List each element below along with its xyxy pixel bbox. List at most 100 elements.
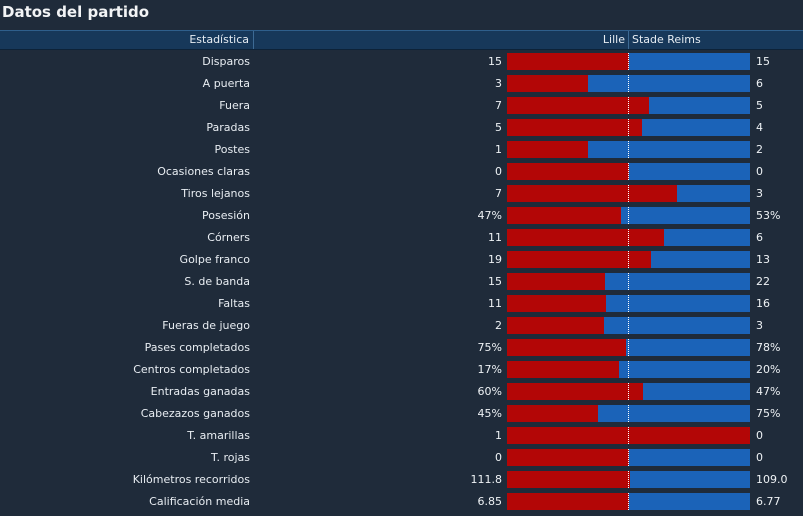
home-share-fill — [507, 53, 629, 70]
stat-row: Centros completados 17% 20% — [0, 359, 803, 381]
midpoint-marker — [628, 471, 629, 488]
stat-label: Golpe franco — [179, 253, 250, 266]
home-value: 0 — [495, 165, 502, 178]
stat-label: Fuera — [219, 99, 250, 112]
home-share-fill — [507, 339, 626, 356]
home-value: 45% — [477, 407, 502, 420]
stat-label: A puerta — [202, 77, 250, 90]
away-value: 75% — [756, 407, 781, 420]
home-share-fill — [507, 75, 588, 92]
stat-row: T. rojas 0 0 — [0, 447, 803, 469]
home-share-fill — [507, 317, 604, 334]
stat-row: Posesión 47% 53% — [0, 205, 803, 227]
header-away-team[interactable]: Stade Reims — [632, 33, 701, 46]
stat-label: Faltas — [218, 297, 250, 310]
away-value: 4 — [756, 121, 763, 134]
stat-label: Cabezazos ganados — [140, 407, 250, 420]
away-value: 0 — [756, 165, 763, 178]
midpoint-marker — [628, 273, 629, 290]
comparison-bar — [507, 273, 750, 290]
stats-list: Disparos 15 15 A puerta 3 6 Fuera 7 5 Paradas 5 4 Po… — [0, 51, 803, 513]
comparison-bar — [507, 317, 750, 334]
stat-label: Posesión — [202, 209, 250, 222]
home-share-fill — [507, 449, 629, 466]
midpoint-marker — [628, 75, 629, 92]
midpoint-marker — [628, 317, 629, 334]
comparison-bar — [507, 207, 750, 224]
comparison-bar — [507, 185, 750, 202]
away-value: 0 — [756, 429, 763, 442]
comparison-bar — [507, 449, 750, 466]
midpoint-marker — [628, 427, 629, 444]
header-home-team[interactable]: Lille — [602, 33, 625, 46]
midpoint-marker — [628, 207, 629, 224]
home-value: 7 — [495, 187, 502, 200]
home-share-fill — [507, 273, 605, 290]
home-value: 2 — [495, 319, 502, 332]
home-share-fill — [507, 471, 630, 488]
midpoint-marker — [628, 229, 629, 246]
stat-label: Fueras de juego — [162, 319, 250, 332]
home-value: 15 — [488, 275, 502, 288]
stat-label: Pases completados — [144, 341, 250, 354]
comparison-bar — [507, 119, 750, 136]
away-value: 22 — [756, 275, 770, 288]
midpoint-marker — [628, 53, 629, 70]
home-value: 75% — [477, 341, 502, 354]
comparison-bar — [507, 471, 750, 488]
comparison-bar — [507, 427, 750, 444]
stat-row: Tiros lejanos 7 3 — [0, 183, 803, 205]
away-value: 109.0 — [756, 473, 788, 486]
stat-label: T. rojas — [211, 451, 250, 464]
panel-title: Datos del partido — [2, 3, 150, 21]
midpoint-marker — [628, 449, 629, 466]
header-divider — [628, 31, 629, 49]
away-value: 15 — [756, 55, 770, 68]
home-value: 1 — [495, 143, 502, 156]
comparison-bar — [507, 163, 750, 180]
home-share-fill — [507, 361, 619, 378]
home-value: 5 — [495, 121, 502, 134]
comparison-bar — [507, 53, 750, 70]
midpoint-marker — [628, 185, 629, 202]
home-value: 15 — [488, 55, 502, 68]
stat-row: Faltas 11 16 — [0, 293, 803, 315]
home-value: 17% — [477, 363, 502, 376]
home-value: 3 — [495, 77, 502, 90]
home-share-fill — [507, 119, 642, 136]
stat-row: Golpe franco 19 13 — [0, 249, 803, 271]
away-value: 53% — [756, 209, 781, 222]
home-share-fill — [507, 383, 643, 400]
away-value: 20% — [756, 363, 781, 376]
home-share-fill — [507, 405, 598, 422]
home-value: 1 — [495, 429, 502, 442]
midpoint-marker — [628, 251, 629, 268]
home-value: 11 — [488, 297, 502, 310]
stat-label: Ocasiones claras — [157, 165, 250, 178]
comparison-bar — [507, 141, 750, 158]
home-value: 19 — [488, 253, 502, 266]
midpoint-marker — [628, 141, 629, 158]
home-share-fill — [507, 251, 651, 268]
midpoint-marker — [628, 119, 629, 136]
stat-row: S. de banda 15 22 — [0, 271, 803, 293]
home-share-fill — [507, 141, 588, 158]
comparison-bar — [507, 405, 750, 422]
comparison-bar — [507, 383, 750, 400]
stat-row: Cabezazos ganados 45% 75% — [0, 403, 803, 425]
stats-header: Estadística Lille Stade Reims — [0, 30, 803, 50]
stat-label: T. amarillas — [187, 429, 250, 442]
away-value: 6 — [756, 77, 763, 90]
comparison-bar — [507, 97, 750, 114]
home-share-fill — [507, 207, 621, 224]
header-divider — [253, 31, 254, 49]
home-value: 6.85 — [477, 495, 503, 508]
home-value: 47% — [477, 209, 502, 222]
comparison-bar — [507, 229, 750, 246]
header-stat-label[interactable]: Estadística — [189, 33, 249, 46]
stat-row: Entradas ganadas 60% 47% — [0, 381, 803, 403]
away-value: 2 — [756, 143, 763, 156]
stat-row: T. amarillas 1 0 — [0, 425, 803, 447]
home-value: 0 — [495, 451, 502, 464]
stat-row: Postes 1 2 — [0, 139, 803, 161]
